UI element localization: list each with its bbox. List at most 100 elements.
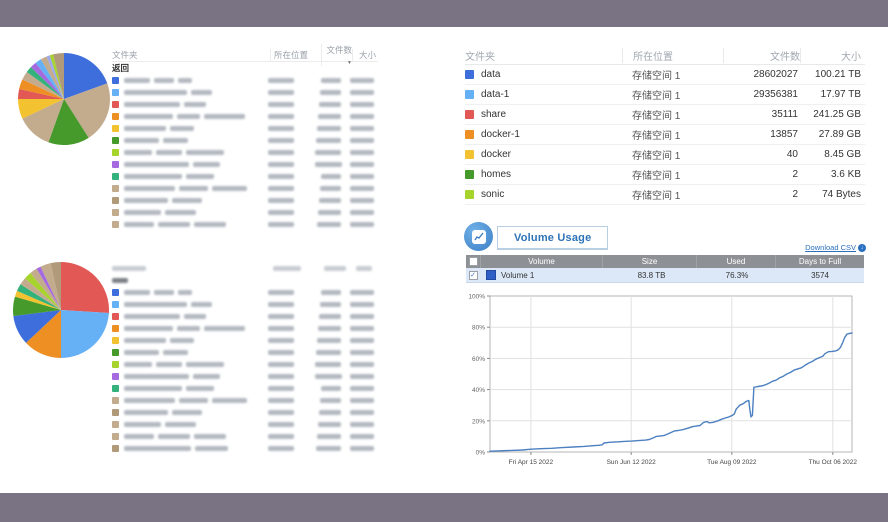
blurred-folder-row[interactable]: [112, 158, 378, 170]
blurred-folder-row[interactable]: [112, 98, 378, 110]
blurred-text: [184, 313, 206, 319]
blurred-folder-row[interactable]: [112, 170, 378, 182]
blurred-text: [320, 90, 341, 95]
blurred-folder-row[interactable]: [112, 146, 378, 158]
blurred-text: [165, 209, 196, 215]
blurred-text: [315, 150, 341, 155]
blurred-text: [316, 138, 341, 143]
blurred-folder-row[interactable]: [112, 206, 378, 218]
folder-color-icon: [112, 100, 119, 108]
blurred-folder-row[interactable]: [112, 182, 378, 194]
blurred-text: [350, 174, 374, 179]
blurred-text: [268, 150, 294, 155]
blurred-text: [179, 185, 208, 191]
blurred-folder-row[interactable]: [112, 134, 378, 146]
blurred-back-link[interactable]: [112, 274, 378, 286]
blurred-folder-row[interactable]: [112, 110, 378, 122]
blurred-text: [165, 421, 196, 427]
blurred-text: [172, 409, 202, 415]
blurred-text: [124, 113, 173, 119]
blurred-text: [350, 90, 374, 95]
folder-row[interactable]: homes 存储空间 1 2 3.6 KB: [465, 165, 865, 185]
column-header-used[interactable]: Used: [697, 255, 776, 268]
blurred-text: [356, 265, 372, 271]
blurred-folder-row[interactable]: [112, 322, 378, 334]
blurred-text: [124, 125, 166, 131]
folder-row[interactable]: data-1 存储空间 1 29356381 17.97 TB: [465, 85, 865, 105]
folder-row[interactable]: docker-1 存储空间 1 13857 27.89 GB: [465, 125, 865, 145]
folder-size: 27.89 GB: [818, 129, 861, 140]
blurred-text: [268, 350, 294, 355]
blurred-text: [321, 174, 341, 179]
folder-color-icon: [112, 420, 119, 428]
blurred-folder-row[interactable]: [112, 310, 378, 322]
column-header-volume[interactable]: Volume: [481, 255, 603, 268]
blurred-folder-row[interactable]: [112, 334, 378, 346]
blurred-folder-row[interactable]: [112, 370, 378, 382]
column-header-days-to-full[interactable]: Days to Full: [798, 257, 842, 266]
column-header-count-sorted[interactable]: 文件数 ▼: [321, 43, 352, 66]
blurred-text: [112, 278, 128, 283]
blurred-text: [318, 210, 341, 215]
blurred-folder-row[interactable]: [112, 406, 378, 418]
blurred-folder-row[interactable]: [112, 74, 378, 86]
blurred-folder-row[interactable]: [112, 194, 378, 206]
column-header-size[interactable]: 大小: [800, 47, 865, 63]
folder-row[interactable]: share 存储空间 1 35111 241.25 GB: [465, 105, 865, 125]
folder-row[interactable]: data 存储空间 1 28602027 100.21 TB: [465, 65, 865, 85]
blurred-folder-row[interactable]: [112, 298, 378, 310]
volume-row[interactable]: ✓ Volume 1 83.8 TB 76.3% 3574: [466, 268, 864, 283]
download-csv-link[interactable]: Download CSV ↓: [805, 243, 866, 252]
download-csv-label[interactable]: Download CSV: [805, 243, 856, 252]
window-chrome-bottom: [0, 493, 888, 522]
blurred-table-header: [112, 261, 378, 274]
blurred-folder-row[interactable]: [112, 86, 378, 98]
y-axis-tick-label: 100%: [468, 294, 485, 301]
folder-color-icon: [112, 184, 119, 192]
folder-row[interactable]: sonic 存储空间 1 2 74 Bytes: [465, 185, 865, 205]
folder-row[interactable]: docker 存储空间 1 40 8.45 GB: [465, 145, 865, 165]
folder-size-pie-chart-bottom: [13, 262, 109, 358]
column-header-size[interactable]: 大小: [352, 48, 378, 61]
blurred-folder-row[interactable]: [112, 286, 378, 298]
blurred-text: [268, 410, 294, 415]
blurred-folder-row[interactable]: [112, 430, 378, 442]
blurred-text: [156, 149, 182, 155]
blurred-text: [268, 434, 294, 439]
folder-color-icon: [112, 300, 119, 308]
blurred-folder-row[interactable]: [112, 442, 378, 454]
select-all-checkbox[interactable]: [466, 255, 481, 268]
blurred-text: [317, 434, 341, 439]
folder-name: homes: [481, 169, 512, 180]
column-header-location[interactable]: 所在位置: [622, 47, 723, 63]
row-checkbox[interactable]: ✓: [466, 270, 480, 280]
column-header-location[interactable]: 所在位置: [270, 48, 321, 61]
pie-slice: [18, 99, 64, 119]
volume-usage-icon: [464, 222, 493, 251]
folder-location: 存储空间 1: [632, 191, 681, 202]
blurred-text: [350, 210, 374, 215]
blurred-text: [204, 325, 245, 331]
pie-slice: [26, 310, 61, 358]
back-link[interactable]: 返回: [112, 63, 130, 73]
column-header-count[interactable]: 文件数: [723, 47, 800, 63]
folder-size: 17.97 TB: [820, 89, 861, 100]
blurred-text: [321, 290, 341, 295]
y-axis-tick-label: 60%: [472, 356, 485, 363]
blurred-folder-row[interactable]: [112, 346, 378, 358]
volume-table-header: Volume Size Used Days to Full: [466, 255, 864, 268]
folder-color-icon: [112, 288, 119, 296]
blurred-folder-row[interactable]: [112, 394, 378, 406]
column-header-folder[interactable]: 文件夹: [465, 51, 495, 63]
blurred-folder-row[interactable]: [112, 218, 378, 230]
column-header-size[interactable]: Size: [603, 255, 697, 268]
blurred-text: [319, 102, 341, 107]
blurred-folder-row[interactable]: [112, 382, 378, 394]
blurred-text: [319, 198, 341, 203]
window-chrome-top: [0, 0, 888, 27]
blurred-text: [170, 337, 194, 343]
blurred-folder-row[interactable]: [112, 358, 378, 370]
column-header-folder[interactable]: 文件夹: [112, 49, 138, 60]
blurred-folder-row[interactable]: [112, 122, 378, 134]
blurred-folder-row[interactable]: [112, 418, 378, 430]
